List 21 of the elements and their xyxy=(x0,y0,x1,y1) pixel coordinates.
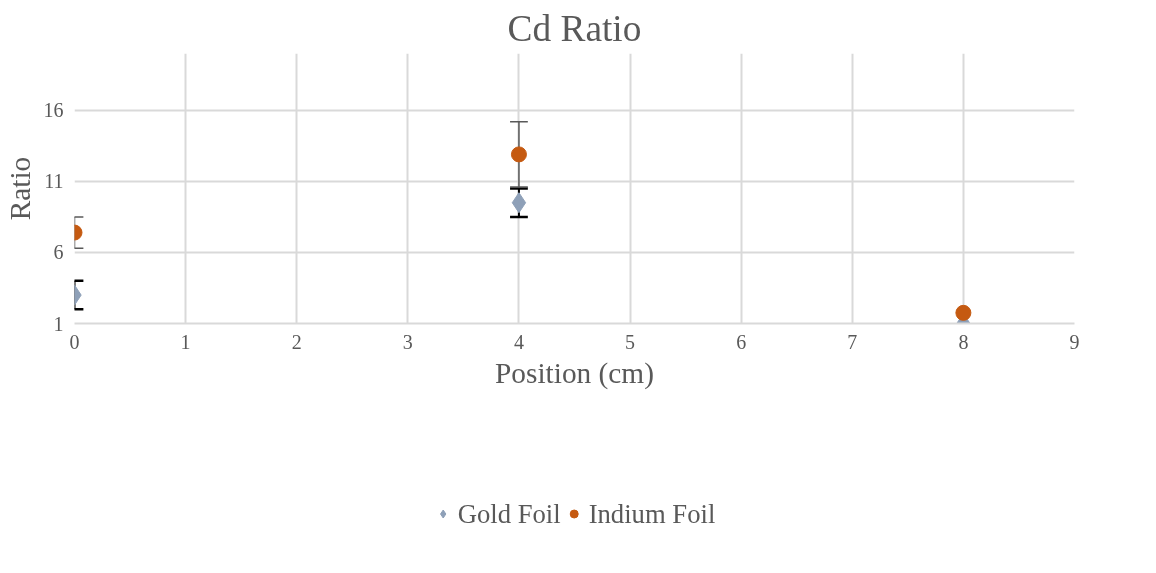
x-tick-label: 0 xyxy=(69,330,80,353)
x-tick-label: 7 xyxy=(847,330,858,353)
chart-title: Cd Ratio xyxy=(507,7,642,49)
y-tick-label: 1 xyxy=(53,312,64,335)
x-tick-label: 4 xyxy=(513,330,524,353)
x-tick-label: 1 xyxy=(180,330,191,353)
legend-label: Gold Foil xyxy=(457,498,561,530)
point xyxy=(510,146,527,163)
y-tick-label: 6 xyxy=(53,241,64,264)
x-tick-label: 3 xyxy=(402,330,413,353)
y-axis-title: Ratio xyxy=(3,156,36,221)
x-tick-label: 2 xyxy=(291,330,302,353)
y-tick-label: 11 xyxy=(44,170,64,193)
legend-label: Indium Foil xyxy=(588,498,716,530)
x-tick-label: 8 xyxy=(958,330,969,353)
x-tick-label: 9 xyxy=(1069,330,1080,353)
y-tick-label: 16 xyxy=(43,99,64,122)
x-tick-label: 5 xyxy=(625,330,636,353)
point xyxy=(955,304,972,321)
x-tick-label: 6 xyxy=(736,330,747,353)
x-axis-title: Position (cm) xyxy=(495,356,654,390)
